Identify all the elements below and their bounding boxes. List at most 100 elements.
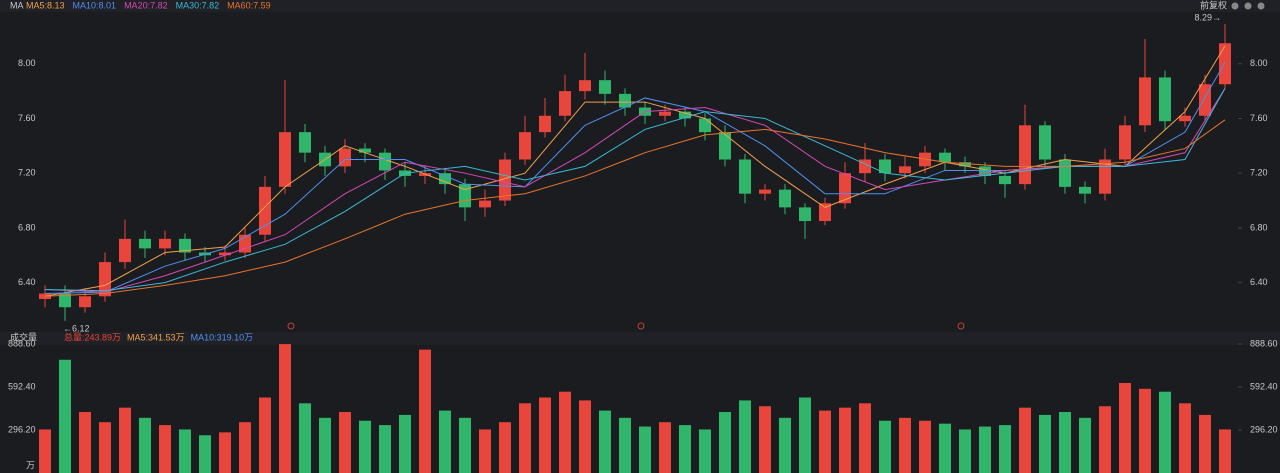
candle-body <box>299 132 311 153</box>
candle-body <box>819 203 831 222</box>
volume-bar <box>279 344 291 473</box>
volume-bar <box>1079 417 1091 473</box>
y-tick-label: 7.20 <box>1250 168 1268 178</box>
volume-bar <box>699 429 711 473</box>
volume-bar <box>899 417 911 473</box>
candle-body <box>759 189 771 194</box>
volume-bar <box>0 332 1280 345</box>
unit: 万 <box>26 460 35 470</box>
volume-bar <box>619 417 631 473</box>
volume-bar <box>1099 406 1111 473</box>
legend-entry: MA10:319.10万 <box>191 332 254 342</box>
volume-bar <box>1119 382 1131 473</box>
icon[interactable] <box>1231 2 1239 10</box>
candle-body <box>1159 77 1171 122</box>
volume-bar <box>59 359 71 473</box>
legend-entry: MA5:341.53万 <box>127 332 185 342</box>
adjust-label[interactable]: 前复权 <box>1200 0 1227 10</box>
candle-body <box>1079 186 1091 194</box>
volume-bar <box>1059 412 1071 473</box>
candle-body <box>159 238 171 249</box>
candle-body <box>679 111 691 119</box>
candle-body <box>79 296 91 308</box>
volume-bar <box>259 397 271 473</box>
volume-bar <box>419 349 431 473</box>
legend-entry: MA30:7.82 <box>176 0 220 10</box>
candle-body <box>1119 125 1131 160</box>
volume-bar <box>339 412 351 473</box>
candle-body <box>359 148 371 153</box>
candle-body <box>259 186 271 235</box>
volume-bar <box>319 417 331 473</box>
candle-body <box>439 173 451 185</box>
volume-bar <box>939 423 951 473</box>
candle-body <box>1219 43 1231 85</box>
volume-bar <box>439 410 451 473</box>
y-tick-label: 888.60 <box>1250 338 1278 348</box>
volume-bar <box>239 422 251 473</box>
volume-bar <box>719 412 731 473</box>
candle-body <box>959 162 971 167</box>
volume-bar <box>79 412 91 473</box>
y-tick-label: 7.60 <box>1250 113 1268 123</box>
y-tick-label: 6.40 <box>18 277 36 287</box>
volume-bar <box>879 420 891 473</box>
ma-line <box>44 62 1226 295</box>
candle-body <box>559 91 571 116</box>
icon[interactable] <box>1257 2 1265 10</box>
y-tick-label: 592.40 <box>8 381 36 391</box>
volume-bar <box>459 417 471 473</box>
candle-body <box>839 173 851 204</box>
volume-bar <box>539 397 551 473</box>
y-tick-label: 592.40 <box>1250 381 1278 391</box>
volume-bar <box>1039 414 1051 473</box>
candle-body <box>779 189 791 208</box>
volume-bar <box>979 426 991 473</box>
ma-line <box>44 88 1226 293</box>
candle-body <box>739 159 751 194</box>
annotation: 8.29→ <box>1194 12 1221 22</box>
volume-bar <box>579 400 591 473</box>
candle-body <box>279 132 291 187</box>
legend-entry: MA20:7.82 <box>124 0 168 10</box>
volume-bar <box>39 429 51 473</box>
y-tick-label: 888.60 <box>8 338 36 348</box>
candle-body <box>219 252 231 256</box>
volume-bar <box>299 403 311 473</box>
candle-body <box>479 200 491 208</box>
candle-body <box>899 166 911 174</box>
top-bar <box>0 0 1280 12</box>
marker <box>637 322 645 330</box>
candle-body <box>659 111 671 116</box>
candle-body <box>179 238 191 253</box>
candle-body <box>139 238 151 249</box>
volume-bar <box>399 414 411 473</box>
volume-bar <box>919 420 931 473</box>
volume-bar <box>199 435 211 473</box>
volume-bar <box>739 400 751 473</box>
y-tick-label: 7.60 <box>18 113 36 123</box>
annotation: ←6.12 <box>63 323 90 333</box>
candle-body <box>59 293 71 308</box>
volume-bar <box>759 406 771 473</box>
volume-bar <box>499 422 511 473</box>
volume-bar <box>679 425 691 473</box>
volume-bar <box>819 410 831 473</box>
volume-bar <box>1019 407 1031 473</box>
candle-body <box>619 93 631 108</box>
y-tick-label: 6.80 <box>1250 222 1268 232</box>
volume-bar <box>799 397 811 473</box>
candle-body <box>99 262 111 297</box>
icon[interactable] <box>1244 2 1252 10</box>
volume-bar <box>99 422 111 473</box>
candle-body <box>1099 159 1111 194</box>
candle-body <box>1039 125 1051 160</box>
volume-bar <box>179 429 191 473</box>
volume-bar <box>219 432 231 473</box>
volume-bar <box>379 425 391 473</box>
candle-body <box>939 152 951 163</box>
candle-body <box>999 175 1011 185</box>
volume-bar <box>1179 403 1191 473</box>
